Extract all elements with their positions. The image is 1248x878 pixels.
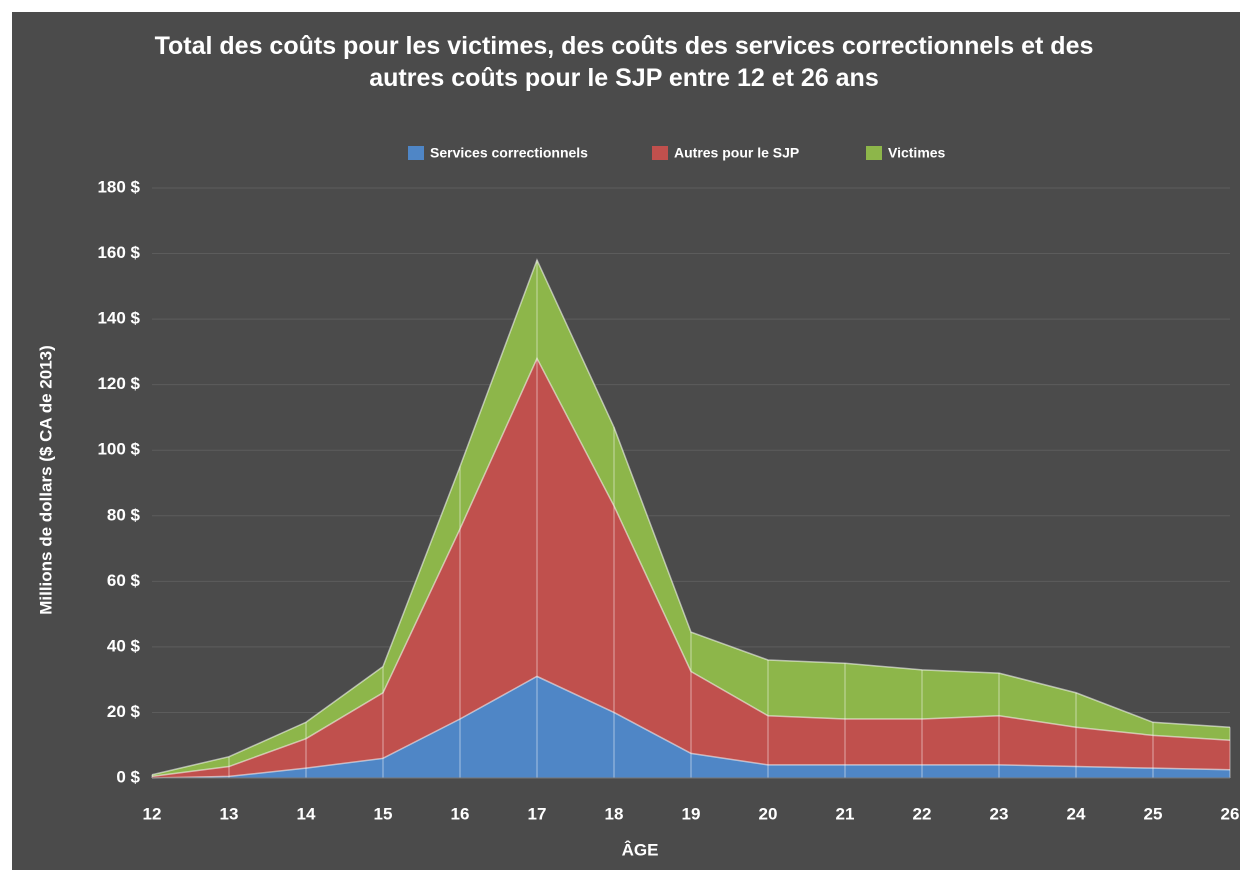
x-tick-label: 16: [451, 804, 470, 823]
x-tick-label: 21: [836, 804, 855, 823]
x-axis-label: ÂGE: [622, 840, 659, 859]
x-tick-label: 17: [528, 804, 547, 823]
x-tick-label: 20: [759, 804, 778, 823]
y-tick-label: 160 $: [97, 243, 140, 262]
x-tick-label: 24: [1067, 804, 1086, 823]
x-tick-label: 14: [297, 804, 316, 823]
area: [152, 260, 1230, 777]
legend-label: Services correctionnels: [430, 145, 588, 161]
legend-swatch: [866, 146, 882, 160]
area: [152, 358, 1230, 778]
chart-title: Total des coûts pour les victimes, des c…: [154, 32, 1094, 92]
x-tick-label: 13: [220, 804, 239, 823]
x-tick-label: 15: [374, 804, 393, 823]
y-tick-label: 100 $: [97, 440, 140, 459]
y-tick-label: 60 $: [107, 571, 141, 590]
x-tick-label: 18: [605, 804, 624, 823]
area: [152, 676, 1230, 778]
y-tick-label: 40 $: [107, 636, 141, 655]
y-tick-label: 140 $: [97, 309, 140, 328]
y-axis-label: Millions de dollars ($ CA de 2013): [36, 345, 55, 615]
x-tick-label: 25: [1144, 804, 1163, 823]
x-tick-label: 12: [143, 804, 162, 823]
x-tick-label: 23: [990, 804, 1009, 823]
legend-swatch: [408, 146, 424, 160]
x-tick-label: 26: [1221, 804, 1240, 823]
legend-label: Autres pour le SJP: [674, 145, 799, 161]
y-tick-label: 20 $: [107, 702, 141, 721]
legend-swatch: [652, 146, 668, 160]
x-tick-label: 19: [682, 804, 701, 823]
x-tick-label: 22: [913, 804, 932, 823]
y-tick-label: 0 $: [116, 767, 140, 786]
legend-label: Victimes: [888, 145, 946, 161]
y-tick-label: 80 $: [107, 505, 141, 524]
y-tick-label: 120 $: [97, 374, 140, 393]
y-tick-label: 180 $: [97, 177, 140, 196]
